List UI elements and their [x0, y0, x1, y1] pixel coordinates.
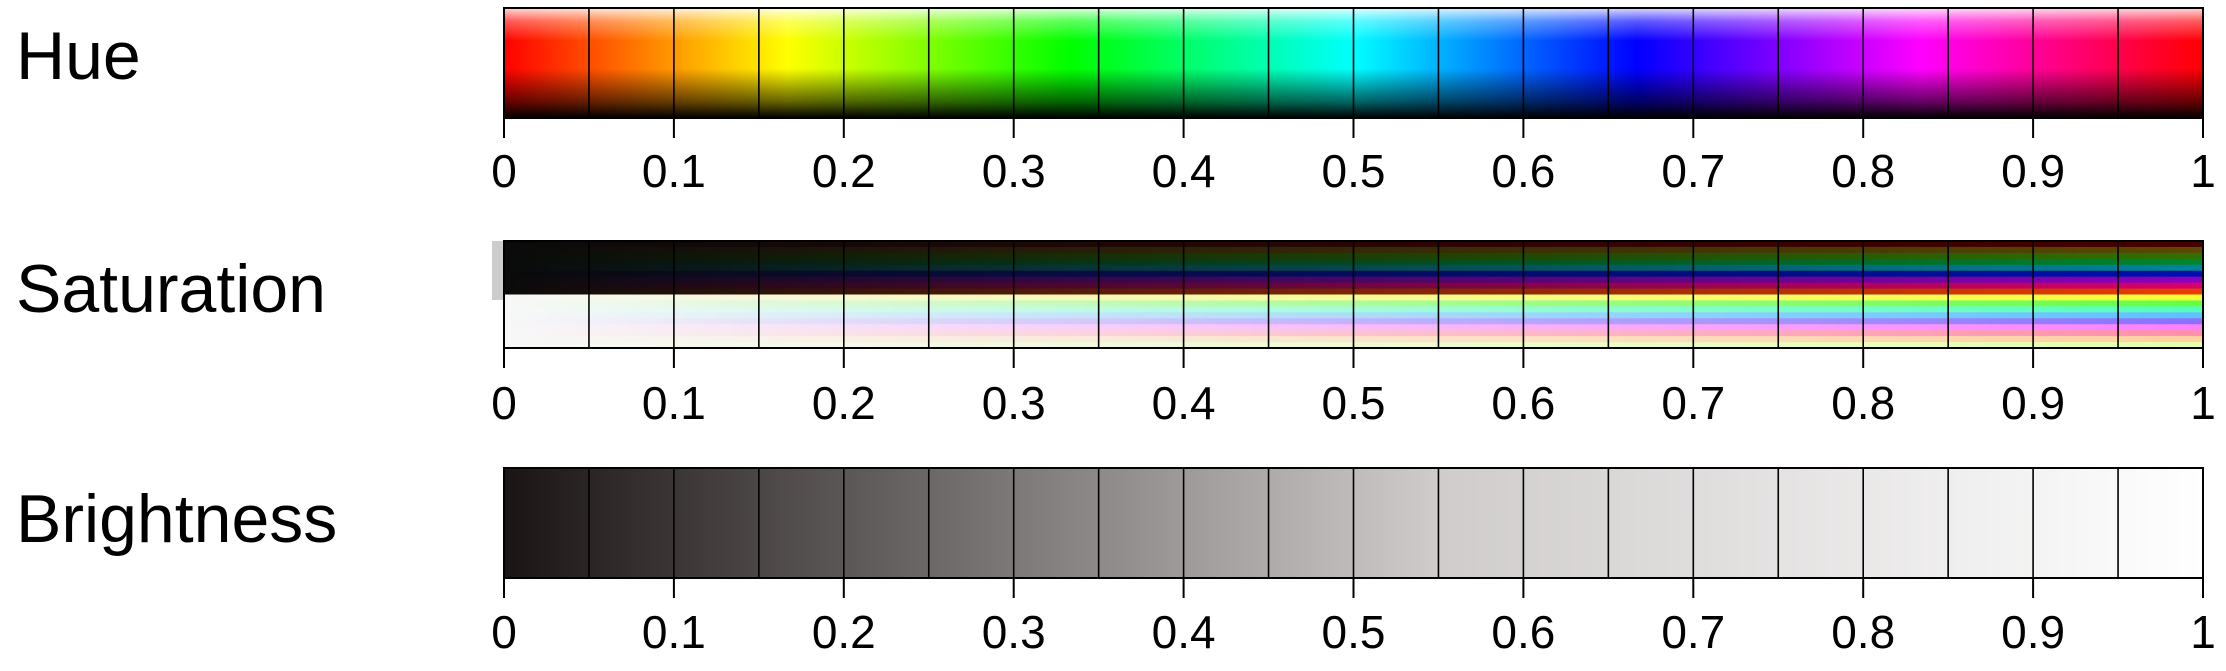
tick-label: 0.4 [1152, 145, 1216, 197]
tick-label: 1 [2190, 606, 2216, 658]
saturation-row: Saturation 0 0.1 0.2 0.3 0.4 0.5 0.6 0.7 0.8 0.9 1 [16, 240, 2216, 429]
tick-label: 0.4 [1152, 377, 1216, 429]
brightness-axis: 0 0.1 0.2 0.3 0.4 0.5 0.6 0.7 0.8 0.9 1 [491, 577, 2216, 658]
tick-label: 0.2 [812, 377, 876, 429]
tick-label: 0.9 [2001, 606, 2065, 658]
tick-label: 0 [491, 606, 517, 658]
saturation-stub [492, 241, 504, 300]
tick-label: 0.1 [642, 377, 706, 429]
tick-label: 0.6 [1491, 377, 1555, 429]
tick-label: 1 [2190, 145, 2216, 197]
tick-label: 0.8 [1831, 145, 1895, 197]
tick-label: 0.3 [982, 145, 1046, 197]
tick-label: 0.5 [1322, 145, 1386, 197]
tick-label: 0.3 [982, 377, 1046, 429]
hue-axis: 0 0.1 0.2 0.3 0.4 0.5 0.6 0.7 0.8 0.9 1 [491, 117, 2216, 197]
tick-label: 0.2 [812, 145, 876, 197]
brightness-row-label: Brightness [16, 481, 337, 557]
tick-label: 0.6 [1491, 606, 1555, 658]
saturation-axis: 0 0.1 0.2 0.3 0.4 0.5 0.6 0.7 0.8 0.9 1 [491, 347, 2216, 429]
tick-label: 0.3 [982, 606, 1046, 658]
tick-label: 1 [2190, 377, 2216, 429]
tick-label: 0.7 [1661, 606, 1725, 658]
tick-label: 0.9 [2001, 145, 2065, 197]
tick-label: 0.8 [1831, 606, 1895, 658]
tick-label: 0.9 [2001, 377, 2065, 429]
tick-label: 0.5 [1322, 606, 1386, 658]
tick-label: 0 [491, 145, 517, 197]
tick-label: 0.1 [642, 606, 706, 658]
tick-label: 0.7 [1661, 145, 1725, 197]
hue-row: Hue 0 0.1 0.2 0.3 0.4 0.5 0.6 0.7 0.8 0.9 1 [16, 7, 2216, 197]
tick-label: 0.4 [1152, 606, 1216, 658]
brightness-row: Brightness 0 0.1 0.2 0.3 0.4 0.5 0.6 0.7 0.8 0.9 1 [16, 467, 2216, 658]
tick-label: 0.6 [1491, 145, 1555, 197]
hue-row-label: Hue [16, 18, 141, 94]
hue-gradient-bar [503, 7, 2204, 119]
tick-label: 0 [491, 377, 517, 429]
tick-label: 0.1 [642, 145, 706, 197]
tick-label: 0.7 [1661, 377, 1725, 429]
tick-label: 0.5 [1322, 377, 1386, 429]
saturation-gradient-bar [492, 240, 2204, 349]
tick-label: 0.8 [1831, 377, 1895, 429]
saturation-row-label: Saturation [16, 251, 326, 327]
tick-label: 0.2 [812, 606, 876, 658]
brightness-gradient-bar [503, 467, 2204, 579]
